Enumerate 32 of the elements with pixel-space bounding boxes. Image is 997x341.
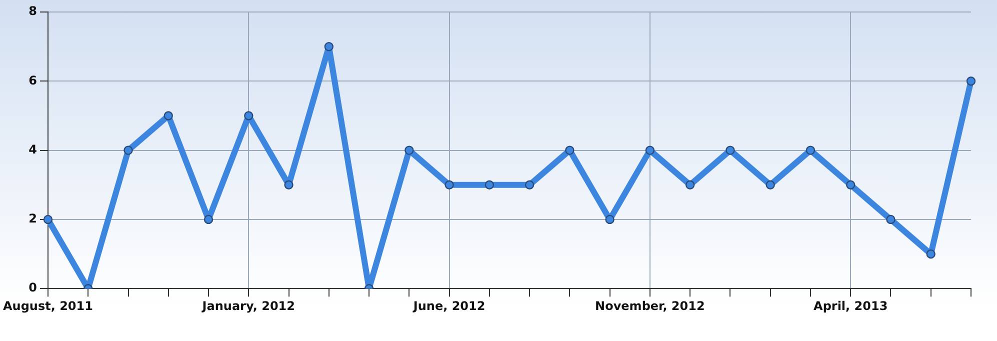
point — [846, 180, 856, 190]
x-tick-label: August, 2011 — [2, 298, 93, 313]
x-tick-label: April, 2013 — [814, 298, 888, 313]
point — [605, 214, 614, 224]
y-tick-label: 8 — [28, 4, 37, 18]
point — [244, 111, 254, 120]
point — [124, 146, 133, 155]
point — [926, 249, 936, 259]
point — [766, 180, 775, 190]
point — [204, 214, 214, 224]
point — [726, 146, 735, 155]
point — [43, 214, 53, 224]
point — [284, 180, 294, 190]
point — [404, 146, 414, 155]
x-tick-label: January, 2012 — [201, 298, 295, 313]
x-tick-label: June, 2012 — [412, 298, 486, 313]
point — [444, 180, 454, 190]
point — [886, 214, 896, 224]
y-tick-label: 6 — [28, 73, 37, 88]
point — [565, 146, 574, 155]
point — [685, 180, 695, 190]
point — [484, 180, 494, 190]
x-tick-label: November, 2012 — [595, 298, 705, 313]
y-tick-label: 0 — [28, 280, 37, 295]
point — [324, 42, 334, 52]
y-tick-label: 4 — [28, 142, 37, 156]
point — [806, 146, 816, 155]
point — [966, 76, 976, 86]
point — [164, 111, 173, 120]
y-tick-label: 2 — [28, 212, 37, 226]
point — [524, 180, 534, 190]
point — [645, 146, 655, 155]
